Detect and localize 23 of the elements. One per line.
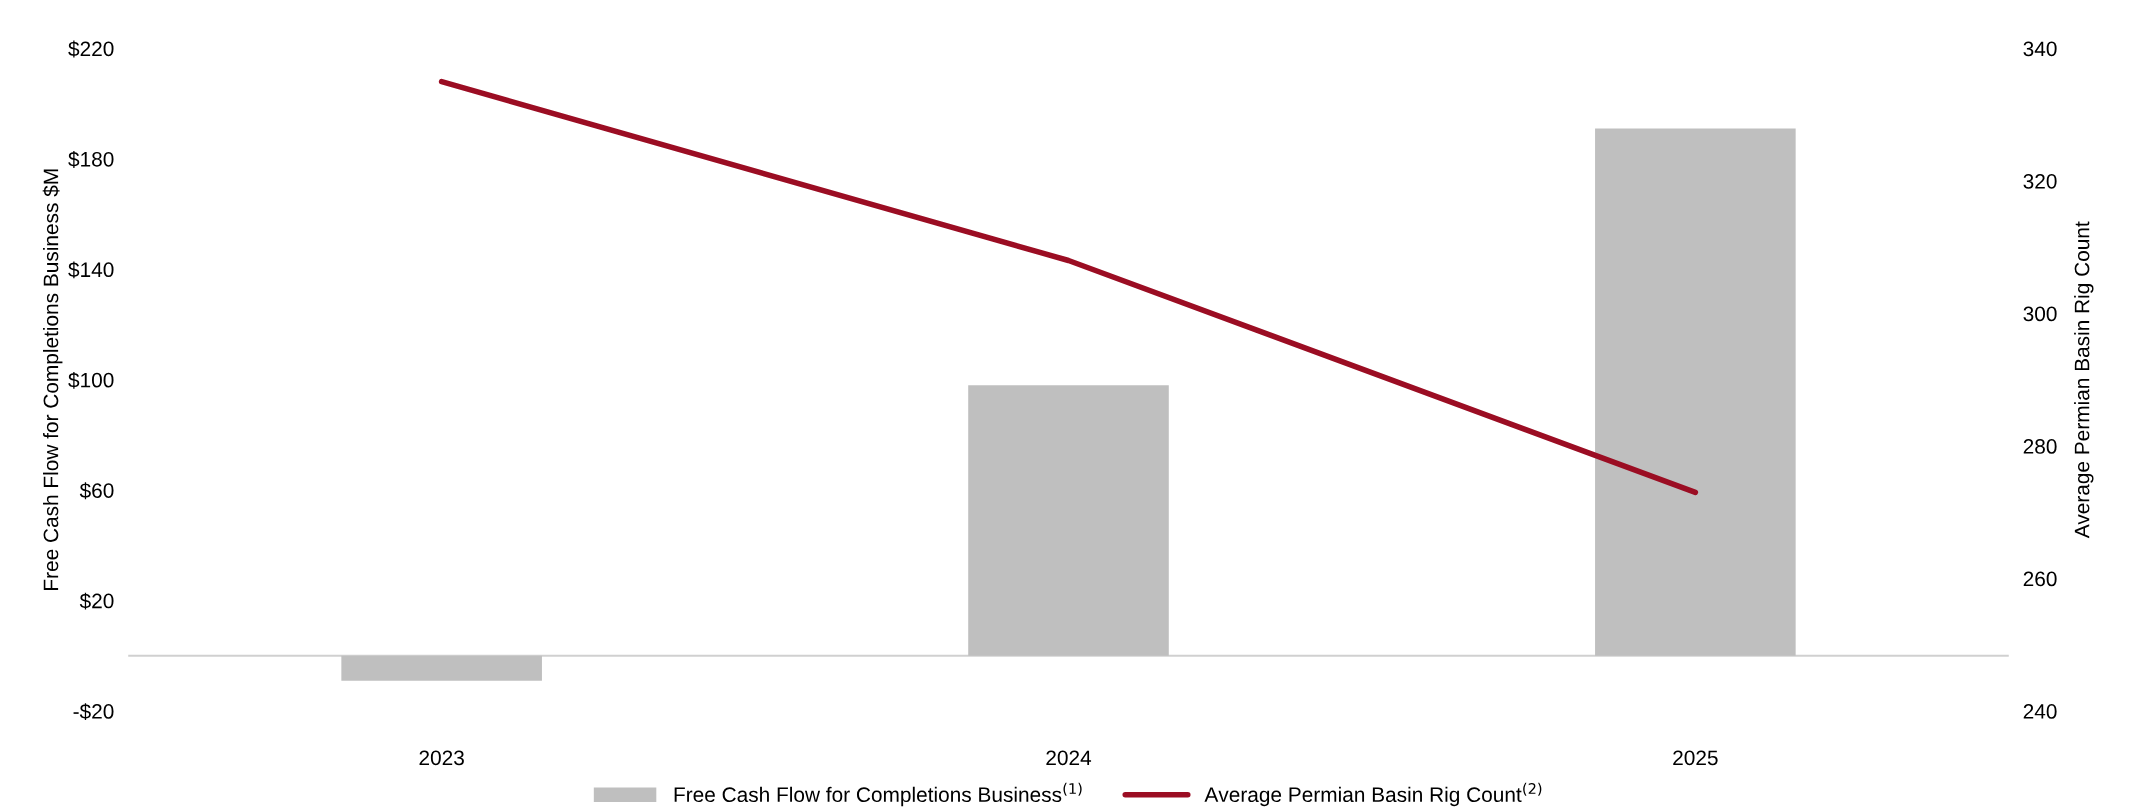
y2-tick-label: 260: [2023, 571, 2057, 587]
x-tick-label: 2024: [1046, 750, 1092, 766]
x-tick-label: 2023: [419, 750, 464, 766]
y2-tick-label: 240: [2023, 704, 2057, 719]
y-tick-label: $180: [68, 151, 114, 168]
legend-label: Average Permian Basin Rig Count$^{(2)}$: [1204, 782, 1542, 807]
y-tick-label: $100: [68, 371, 114, 389]
legend-label: Free Cash Flow for Completions Business$^{(1)}$: [674, 782, 1082, 807]
y2-tick-label: 320: [2023, 173, 2057, 189]
y2-tick-label: 280: [2023, 439, 2057, 454]
x-tick-label: 2025: [1673, 750, 1718, 766]
y-axis-title: Free Cash Flow for Completions Business $M: [42, 169, 63, 590]
y-tick-label: $140: [68, 261, 114, 279]
y2-tick-label: 340: [2023, 41, 2057, 57]
y-tick-label: $60: [79, 482, 114, 500]
y2-tick-label: 300: [2023, 306, 2057, 322]
y-tick-label: -$20: [73, 703, 114, 721]
y2-axis-title: Average Permian Basin Rig Count: [2074, 221, 2094, 539]
y-tick-label: $20: [79, 592, 114, 610]
bar: [1595, 128, 1796, 656]
y-tick-label: $220: [68, 40, 114, 58]
bar: [968, 385, 1169, 656]
bar: [341, 655, 542, 681]
